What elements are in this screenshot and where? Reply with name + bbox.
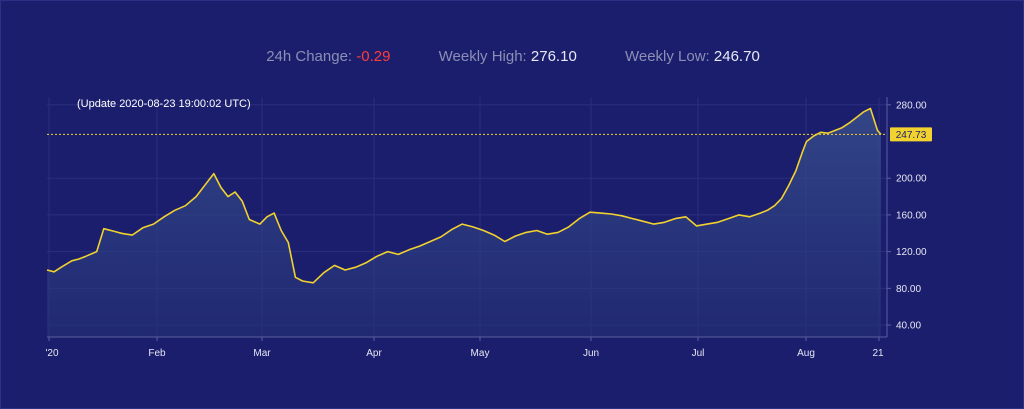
price-area	[47, 108, 881, 338]
change-label: 24h Change:	[266, 48, 353, 65]
last-price-box	[890, 127, 932, 142]
x-tick-label: Apr	[366, 348, 382, 359]
y-tick-label: 80.00	[896, 284, 921, 295]
y-tick-label: 200.00	[896, 174, 927, 185]
update-timestamp: (Update 2020-08-23 19:00:02 UTC)	[77, 98, 251, 110]
y-axis-ticks: 40.00 80.00 120.00 160.00 200.00 280.00	[887, 100, 927, 332]
x-axis-ticks: '20 Feb Mar Apr May Jun Jul Aug 21	[45, 337, 884, 359]
weekly-low-label: Weekly Low:	[624, 48, 710, 65]
last-price-label: 247.73	[890, 127, 932, 142]
x-tick-label: 21	[872, 348, 884, 359]
x-tick-label: Mar	[253, 348, 271, 359]
y-tick-label: 160.00	[896, 210, 927, 221]
x-tick-label: Jul	[692, 348, 705, 359]
change-stat: 24h Change: -0.29	[266, 48, 390, 65]
y-tick-label: 40.00	[896, 321, 921, 332]
x-tick-label: Feb	[148, 348, 166, 359]
stats-bar: 24h Change: -0.29 Weekly High: 276.10 We…	[1, 48, 1024, 65]
price-line	[46, 107, 882, 284]
weekly-low-stat: Weekly Low: 246.70	[625, 48, 760, 65]
change-value: -0.29	[356, 48, 391, 65]
weekly-high-value: 276.10	[530, 48, 577, 65]
x-tick-label: May	[471, 348, 490, 359]
x-tick-label: Aug	[797, 348, 815, 359]
weekly-low-value: 246.70	[713, 48, 760, 65]
y-tick-label: 280.00	[896, 100, 927, 111]
weekly-high-label: Weekly High:	[438, 48, 527, 65]
y-tick-label: 120.00	[896, 247, 927, 258]
last-price-value: 247.73	[896, 130, 927, 141]
x-tick-label: Jun	[583, 348, 599, 359]
x-tick-label: '20	[45, 348, 58, 359]
weekly-high-stat: Weekly High: 276.10	[439, 48, 577, 65]
